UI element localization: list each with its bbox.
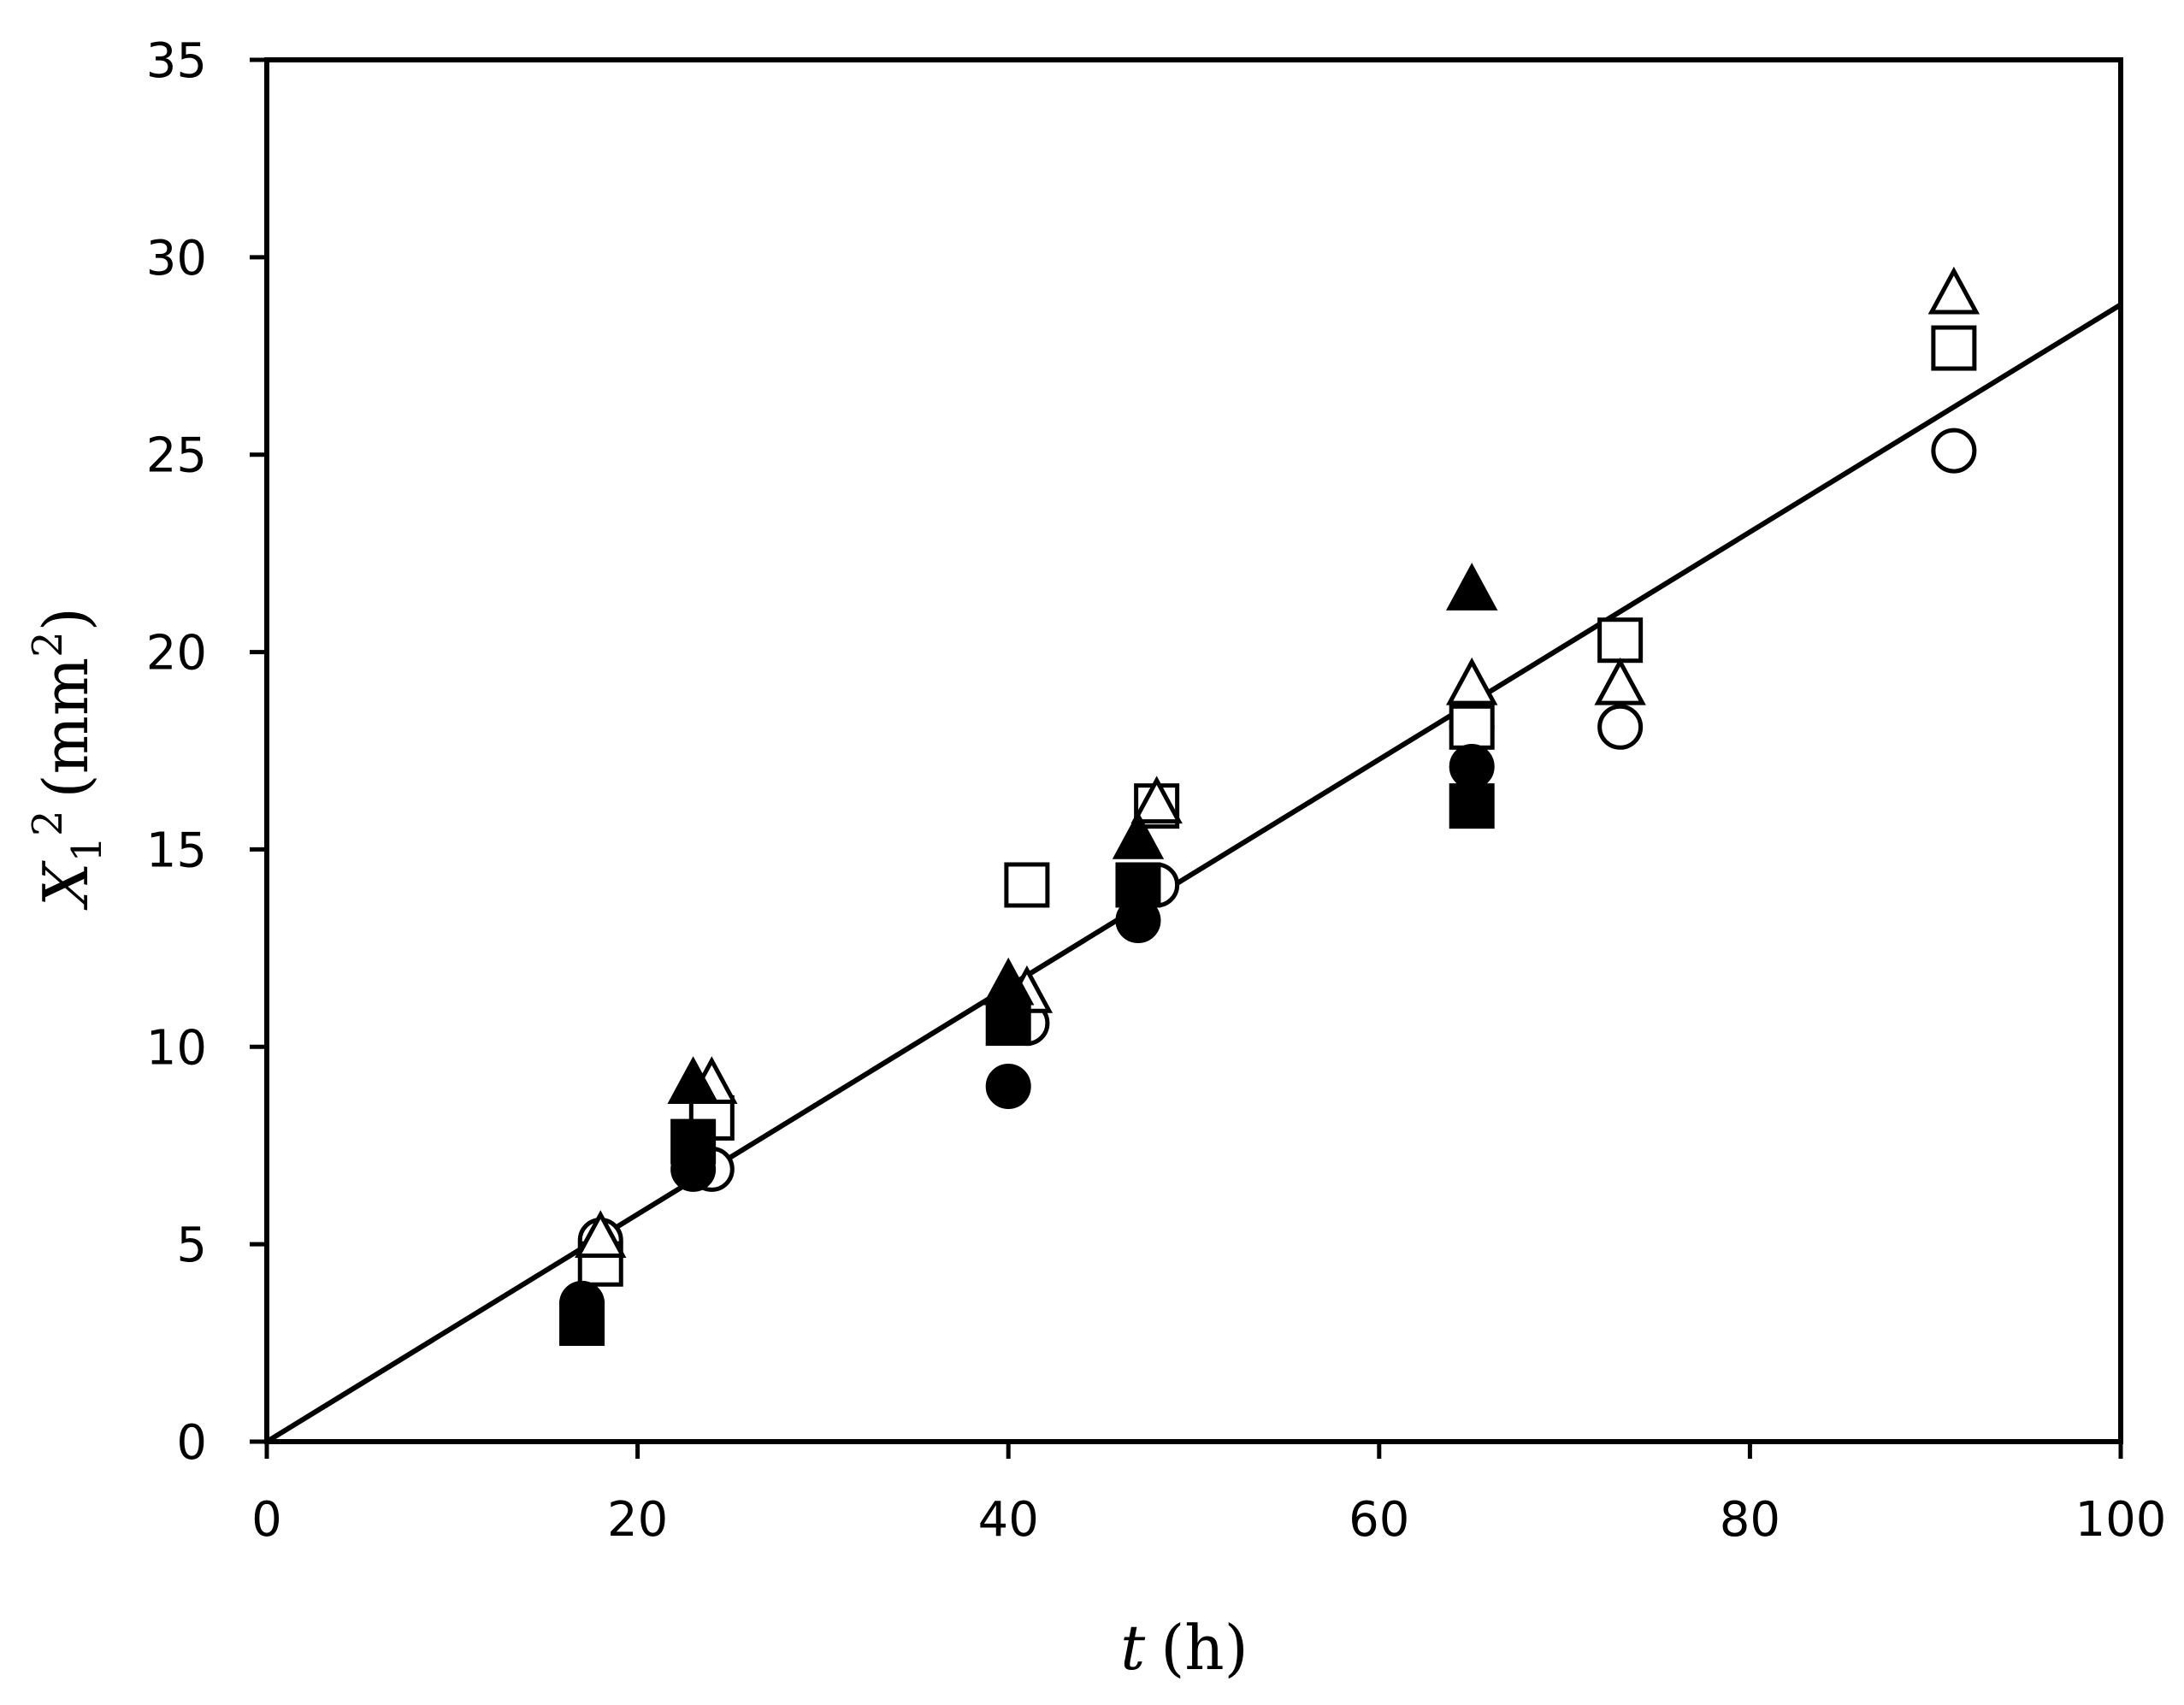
filled-circle-point	[985, 1063, 1031, 1109]
y-tick-label: 0	[176, 1415, 207, 1471]
y-axis-title: X12(mm2)	[24, 607, 111, 911]
plot-layer	[265, 266, 2122, 1444]
filled-triangle-point	[983, 957, 1035, 1006]
y-tick-label: 20	[146, 626, 207, 681]
open-square-point	[1004, 862, 1050, 908]
x-tick-label: 20	[607, 1492, 668, 1548]
open-square-point	[1931, 325, 1977, 371]
y-axis-subscript: 1	[63, 836, 111, 863]
y-tick-label: 30	[146, 231, 207, 286]
y-axis-unit: (mm	[30, 658, 102, 799]
y-tick-label: 10	[146, 1020, 207, 1076]
open-triangle-point	[1927, 266, 1980, 315]
fit-line	[265, 302, 2122, 1444]
plot-frame	[264, 57, 2123, 1444]
x-tick-label: 60	[1349, 1492, 1409, 1548]
x-tick-label: 100	[2075, 1492, 2167, 1548]
x-tick-label: 0	[251, 1492, 282, 1548]
x-tick-label: 80	[1720, 1492, 1780, 1548]
open-square-point	[1597, 617, 1644, 664]
x-axis-variable: t	[1120, 1612, 1146, 1684]
filled-square-point	[1449, 783, 1495, 829]
filled-square-point	[559, 1300, 605, 1346]
filled-triangle-point	[1112, 811, 1165, 859]
filled-square-point	[985, 1000, 1031, 1047]
filled-circle-point	[1449, 743, 1495, 789]
y-axis-unit-close: )	[30, 607, 102, 631]
y-axis-superscript: 2	[24, 810, 72, 836]
tick-layer: 0 20 40 60 80 100 0 5 10 15 20 25 30 35	[146, 33, 2167, 1548]
x-tick-label: 40	[978, 1492, 1039, 1548]
y-tick-label: 35	[146, 33, 207, 89]
open-circle-point	[1597, 704, 1644, 750]
open-square-point	[1449, 704, 1495, 750]
filled-square-point	[670, 1118, 717, 1165]
y-axis-unit-superscript: 2	[24, 631, 72, 658]
y-tick-label: 25	[146, 428, 207, 484]
open-triangle-point	[1446, 657, 1498, 705]
open-circle-point	[1931, 428, 1977, 474]
filled-triangle-point	[1446, 563, 1498, 611]
y-tick-label: 15	[146, 823, 207, 878]
y-axis-variable: X	[30, 860, 102, 911]
open-triangle-point	[1130, 776, 1183, 824]
open-triangle-point	[575, 1210, 627, 1259]
open-triangle-point	[1594, 657, 1646, 705]
filled-triangle-point	[667, 1056, 719, 1104]
x-axis-title: t (h)	[1120, 1612, 1248, 1684]
x-axis-unit: (h)	[1160, 1612, 1248, 1684]
filled-square-point	[1115, 862, 1161, 908]
y-tick-label: 5	[176, 1218, 207, 1273]
